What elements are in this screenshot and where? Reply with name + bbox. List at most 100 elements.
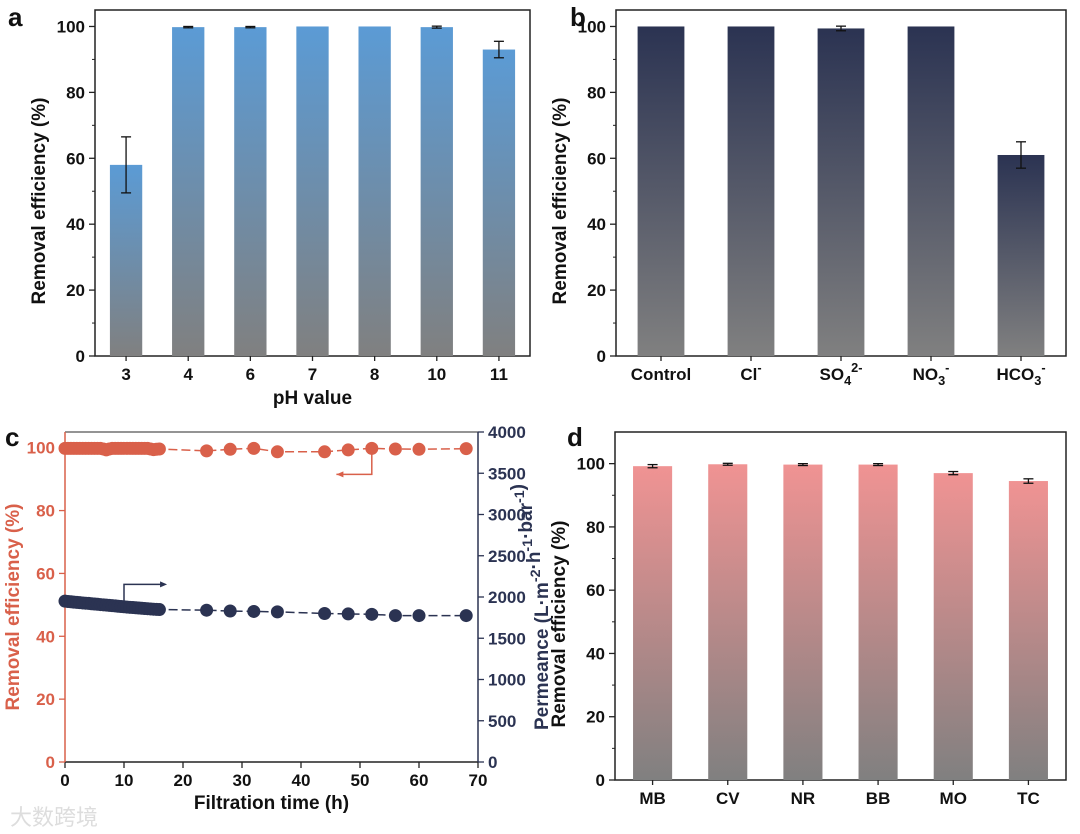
x-tick-label: Control [631,365,691,384]
bar [997,154,1045,356]
bar [858,464,898,780]
y-tick-label: 100 [577,455,605,474]
label-part: TC [1017,789,1040,808]
data-point [223,604,237,618]
label-part: Control [631,365,691,384]
x-axis-label: Filtration time (h) [194,793,349,814]
data-point [318,445,332,459]
x-tick-label: 40 [292,771,311,790]
x-tick-label: MO [940,789,967,808]
data-point [412,442,426,456]
data-point [247,604,261,618]
label-part: MB [639,789,665,808]
data-point [270,605,284,619]
y-right-tick-label: 1500 [488,629,526,648]
y-tick-label: 100 [57,17,85,36]
label-part: HCO [996,365,1034,384]
label-sup: -2 [528,569,544,582]
y-tick-label: 20 [586,708,605,727]
bar [907,26,955,356]
label-part: ) [508,484,529,490]
y-tick-label: 60 [587,149,606,168]
data-point [318,607,332,620]
y-tick-label: 40 [586,644,605,663]
right-arrowhead-icon [160,581,168,588]
y-tick-label: 80 [586,518,605,537]
panel-letter: c [5,422,19,452]
x-tick-label: 20 [174,771,193,790]
data-point [223,442,237,456]
data-point [365,441,379,455]
label-part: 4 [183,365,193,384]
x-tick-label: 3 [121,365,130,384]
data-point [459,609,473,623]
y-axis-label: Removal efficiency (%) [29,98,50,305]
y-right-tick-label: 2500 [488,547,526,566]
data-point [152,603,166,617]
y-axis-label: Removal efficiency (%) [3,504,24,711]
y-tick-label: 100 [27,439,55,458]
data-point [388,609,402,623]
y-tick-label: 40 [66,215,85,234]
y-right-tick-label: 500 [488,712,516,731]
data-point [412,609,426,623]
bar [783,464,823,780]
y-right-tick-label: 3500 [488,464,526,483]
y-right-axis-label: Permeance (L·m-2·h-1·bar-1) [508,484,553,730]
y-right-tick-label: 1000 [488,671,526,690]
x-tick-label: 8 [370,365,379,384]
label-part: 11 [490,365,508,384]
left-arrow-icon [336,454,373,476]
data-point [200,444,214,458]
y-tick-label: 0 [596,771,605,790]
bar [633,466,673,780]
x-tick-label: 11 [490,365,508,384]
x-axis-label: pH value [273,388,352,409]
label-part: CV [716,789,740,808]
bar [1008,481,1048,780]
bar [727,26,775,356]
data-point [459,442,473,456]
data-point [341,443,355,457]
panel-a: 3 4 6 7 8 10 11 0 20 40 60 80 100 Removal efficiency … [8,2,531,409]
bar [708,464,748,780]
label-part: ·h [524,552,545,570]
y-tick-label: 20 [66,281,85,300]
x-tick-label: 60 [410,771,429,790]
x-tick-label: TC [1017,789,1040,808]
label-part: 7 [308,365,317,384]
right-arrow-icon [123,583,163,604]
y-tick-label: 60 [36,564,55,583]
x-tick-label: 30 [233,771,252,790]
label-sup: -1 [520,539,536,552]
label-sub: 3 [938,373,945,388]
y-right-tick-label: 2000 [488,588,526,607]
bar [637,26,685,356]
y-tick-label: 20 [36,690,55,709]
x-tick-label: HCO3- [996,360,1045,388]
y-tick-label: 80 [66,83,85,102]
y-tick-label: 60 [66,149,85,168]
label-sub: 3 [1034,373,1041,388]
data-point [341,607,355,621]
panel-d: MB CV NR BB MO TC 0 20 40 60 80 100 Removal efficien… [549,422,1067,808]
x-tick-label: CV [716,789,740,808]
panel-b: Control Cl- SO42- NO3- HCO3-020406080100Remo… [550,2,1067,388]
panel-letter: a [8,2,23,32]
y-tick-label: 0 [76,347,85,366]
bar [482,49,516,357]
y-tick-label: 20 [587,281,606,300]
data-point [152,442,166,456]
panel-letter: b [570,2,586,32]
label-part: Permeance (L·m [532,582,553,730]
x-tick-label: NO3- [913,360,950,388]
y-axis-label: Removal efficiency (%) [550,98,571,305]
y-tick-label: 100 [578,17,606,36]
y-tick-label: 60 [586,581,605,600]
watermark: 大数跨境 [10,806,99,831]
x-tick-label: Cl- [740,360,761,384]
bar [172,27,205,356]
y-tick-label: 40 [36,627,55,646]
x-tick-label: 4 [183,365,193,384]
